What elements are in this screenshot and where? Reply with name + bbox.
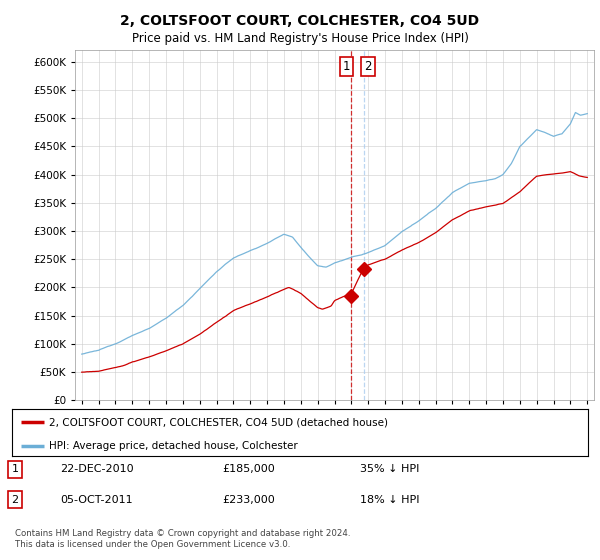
Text: 1: 1 xyxy=(11,464,19,474)
Text: 2, COLTSFOOT COURT, COLCHESTER, CO4 5UD: 2, COLTSFOOT COURT, COLCHESTER, CO4 5UD xyxy=(121,14,479,28)
Text: 2: 2 xyxy=(11,494,19,505)
Text: 2: 2 xyxy=(364,60,372,73)
Text: 2, COLTSFOOT COURT, COLCHESTER, CO4 5UD (detached house): 2, COLTSFOOT COURT, COLCHESTER, CO4 5UD … xyxy=(49,417,388,427)
Text: HPI: Average price, detached house, Colchester: HPI: Average price, detached house, Colc… xyxy=(49,441,298,451)
Text: 18% ↓ HPI: 18% ↓ HPI xyxy=(360,494,419,505)
Text: £185,000: £185,000 xyxy=(222,464,275,474)
Text: Contains HM Land Registry data © Crown copyright and database right 2024.
This d: Contains HM Land Registry data © Crown c… xyxy=(15,529,350,549)
Text: 05-OCT-2011: 05-OCT-2011 xyxy=(60,494,133,505)
Text: 1: 1 xyxy=(343,60,350,73)
Text: Price paid vs. HM Land Registry's House Price Index (HPI): Price paid vs. HM Land Registry's House … xyxy=(131,32,469,45)
Text: 22-DEC-2010: 22-DEC-2010 xyxy=(60,464,134,474)
Text: 35% ↓ HPI: 35% ↓ HPI xyxy=(360,464,419,474)
Text: £233,000: £233,000 xyxy=(222,494,275,505)
